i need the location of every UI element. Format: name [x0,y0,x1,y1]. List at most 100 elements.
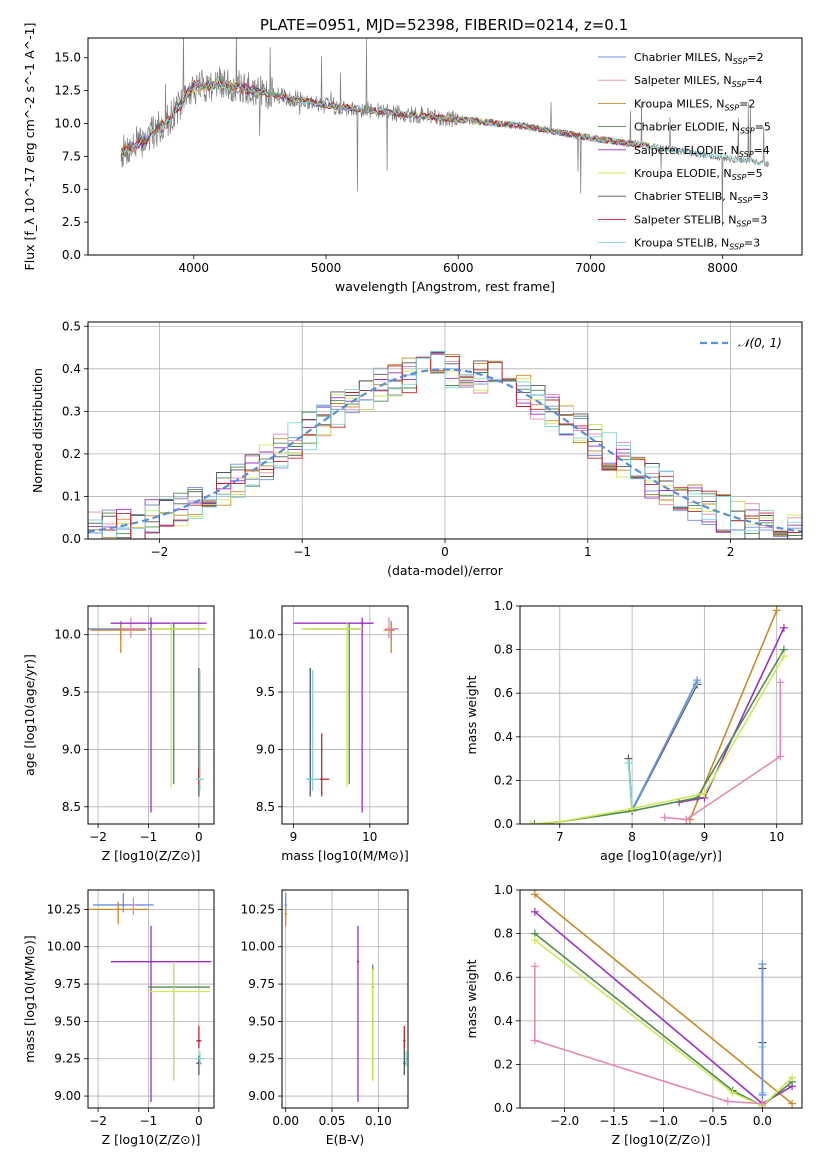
tick-label-x: −1.5 [599,1114,628,1128]
tick-label-x: −1 [140,830,158,844]
panel-massweight_vs_age: 7 8 9 10 0.0 0.2 0.4 0.6 0.8 1.0 age [log10(age/yr… [464,599,803,863]
legend-label: 𝒩(0, 1) [738,336,782,350]
tick-label-y: 10.00 [241,940,275,954]
tick-label-y: 10.00 [47,940,81,954]
tick-label-y: 15.0 [54,51,81,65]
data-point-6 [403,1039,406,1043]
series-line-4 [534,966,763,1105]
series-line-2 [534,932,793,1107]
tick-label-y: 9.50 [248,1014,275,1028]
legend-label-7: Salpeter STELIB, NSSP=3 [634,213,767,228]
y-axis-label: Flux [f_λ 10^-17 erg cm^-2 s^-1 A^-1] [22,23,37,271]
tick-label-x: 8000 [707,261,738,275]
axes-frame [281,605,409,825]
plot-area [293,617,399,813]
tick-label-y: 0.4 [494,730,513,744]
gaussian-curve [88,368,802,533]
tick-label-y: 9.25 [248,1052,275,1066]
y-axis-label: mass weight [464,959,479,1038]
tick-label-x: −2 [151,545,169,559]
legend-label-6: Chabrier STELIB, NSSP=3 [634,190,768,205]
plot-area [88,617,207,813]
legend-label-3: Chabrier ELODIE, NSSP=5 [634,121,771,136]
plot-area [526,606,788,824]
tick-label-x: −1 [140,1114,158,1128]
data-point-2 [356,960,360,963]
tick-label-x: 5000 [311,261,342,275]
axes-frame [87,321,803,540]
tick-label-y: 9.75 [248,977,275,991]
x-axis-label: Z [log10(Z/Z⊙)] [102,848,201,863]
tick-label-y: 0.6 [494,686,513,700]
model-spectrum-7 [121,79,649,156]
data-point-3 [149,960,153,963]
model-spectrum-8 [120,76,768,166]
tick-label-y: 0.4 [62,362,81,376]
plot-area [120,38,770,227]
tick-label-x: 0.00 [272,1114,299,1128]
tick-label-x: 7000 [575,261,606,275]
axes-frame [519,605,803,825]
tick-label-y: 0.2 [494,773,513,787]
legend-label-8: Kroupa STELIB, NSSP=3 [634,237,760,252]
data-point-8 [198,1057,202,1060]
legend-label-4: Salpeter ELODIE, NSSP=4 [634,144,770,159]
tick-label-x: −2.0 [550,1114,579,1128]
tick-label-x: 2 [727,545,735,559]
y-axis-label: mass [log10(M/M⊙)] [22,935,37,1063]
tick-label-y: 8.5 [62,800,81,814]
tick-label-x: −1.0 [649,1114,678,1128]
tick-label-y: 10.0 [248,628,275,642]
tick-label-y: 0.6 [494,970,513,984]
axes-frame [281,889,409,1109]
data-point-5 [403,1062,406,1065]
residual-histogram-5 [88,357,802,539]
tick-label-y: 9.5 [256,685,275,699]
tick-label-x: −2 [89,1114,107,1128]
series-line-0 [534,893,793,1105]
x-axis-label: mass [log10(M/M⊙)] [281,848,409,863]
tick-label-x: 4000 [179,261,210,275]
tick-label-y: 9.00 [248,1089,275,1103]
panel-mass_vs_Z: −2 −1 0 9.00 9.25 9.50 9.75 10.00 10.25 Z [log10(… [22,889,215,1147]
tick-label-y: 10.0 [54,628,81,642]
tick-label-y: 9.00 [54,1089,81,1103]
legend: 𝒩(0, 1) [700,336,782,350]
tick-label-y: 8.5 [256,800,275,814]
plot-area [284,892,408,1103]
tick-label-x: 0 [195,830,203,844]
x-axis-label: (data-model)/error [387,563,504,578]
axes-frame [87,605,215,825]
tick-label-y: 5.0 [62,182,81,196]
legend-label-0: Chabrier MILES, NSSP=2 [634,51,764,66]
panel-residuals: −2 −1 0 1 2 0.0 0.1 0.2 0.3 0.4 0.5 (data-model)/er… [30,319,803,578]
data-point-2 [387,627,391,631]
tick-label-y: 0.3 [62,404,81,418]
data-point-1 [284,912,287,916]
tick-label-y: 0.5 [62,319,81,333]
tick-label-y: 12.5 [54,84,81,98]
tick-label-y: 0.4 [494,1014,513,1028]
tick-label-y: 9.0 [62,742,81,756]
data-point-7 [197,1039,201,1043]
tick-label-y: 0.2 [62,447,81,461]
series-line-2 [631,679,698,812]
panel-mass_vs_ebv: 0.00 0.05 0.10 9.00 9.25 9.50 9.75 10.00 10.25 E(… [241,889,409,1147]
tick-label-x: 9 [290,830,298,844]
tick-label-y: 9.25 [54,1052,81,1066]
tick-label-y: 7.5 [62,149,81,163]
panel-age_vs_Z: −2 −1 0 8.5 9.0 9.5 10.0 Z [log10(Z/Z⊙)] age [lo… [22,605,215,863]
tick-label-x: 0.0 [753,1114,772,1128]
tick-label-y: 0.0 [494,817,513,831]
data-point-3 [360,622,364,625]
data-point-5 [169,627,173,631]
data-point-8 [311,778,314,781]
data-point-2 [129,627,133,631]
x-axis-label: age [log10(age/yr)] [600,848,722,863]
data-point-8 [198,778,202,781]
data-point-4 [371,990,374,993]
model-spectrum-6 [120,79,649,159]
data-point-1 [117,908,120,911]
tick-label-y: 9.0 [256,742,275,756]
panel-spectrum: 4000 5000 6000 7000 8000 0.0 2.5 5.0 7.5 10.0 12.5… [22,23,803,294]
